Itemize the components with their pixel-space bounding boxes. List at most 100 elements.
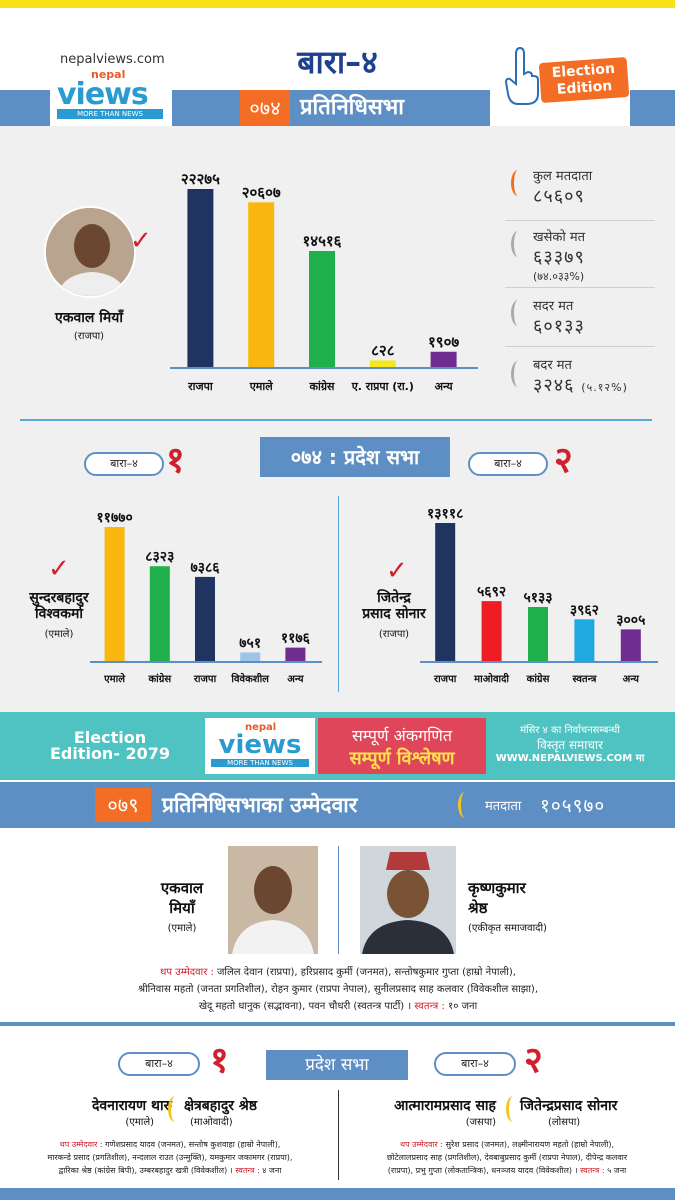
independent-label: स्वतन्त्र : [235, 1166, 260, 1175]
logo-views-text: views [57, 77, 149, 112]
province-seat-number-2: २ [524, 1040, 543, 1081]
candidate-2-photo [360, 846, 456, 954]
logo-background [50, 90, 172, 126]
banner-logo-nepal: nepal [245, 722, 277, 733]
section-title: प्रतिनिधिसभा [300, 95, 404, 120]
banner-mid-line-2: सम्पूर्ण विश्लेषण [349, 748, 455, 769]
winner-name: एकवाल मियाँ [54, 310, 123, 326]
category-label: अन्य [287, 674, 305, 685]
stat-votes-cast: खसेको मत ६३३७९ (७४.०३३%) [505, 221, 655, 287]
pradesh-2-winner-party: (राजपा) [378, 629, 410, 640]
bar-value-label: ७३८६ [190, 560, 220, 576]
grey-bracket-icon [511, 300, 525, 326]
federal-2074-bar-chart: २२२७५ राजपा २०६०७ एमाले १४५१६ कांग्रेस ८२८ ए. र… [170, 170, 478, 393]
bar-value-label: १३११८ [427, 506, 463, 522]
section-divider [20, 419, 652, 421]
other-candidates-text: खेदू महतो धानुक (सद्भावना), पवन चौधरी (स… [198, 1001, 412, 1012]
other-candidates-label: थप उम्मेदवार : [59, 1140, 103, 1149]
bar [369, 360, 396, 367]
name-line-1: कृष्णकुमार [468, 879, 526, 897]
stats-panel: कुल मतदाता ८५६०९ खसेको मत ६३३७९ (७४.०३३%… [505, 162, 655, 405]
divider [505, 346, 655, 347]
constituency-title: बारा–४ [297, 43, 378, 81]
voters-count: १०५९७० [540, 795, 606, 817]
bar [248, 202, 275, 367]
bar-value-label: ११७७० [96, 510, 132, 526]
voting-hand-icon [504, 46, 539, 105]
winner-party: (राजपा) [73, 331, 105, 342]
bar-value-label: ५६९२ [477, 584, 506, 600]
winner-check-icon: ✓ [130, 226, 152, 256]
year-badge: ०७४ [240, 90, 290, 126]
other-candidates-line: मारकन्डे प्रसाद (प्रगतिशील), नन्दलाल राउ… [47, 1153, 293, 1162]
other-candidates-line: थप उम्मेदवार : जलिल देवान (राप्रपा), हरि… [20, 964, 656, 981]
divider [505, 287, 655, 288]
other-candidates-text: द्वारिका श्रेष्ठ (कांग्रेस बिपी), उम्बरब… [58, 1166, 233, 1175]
site-url[interactable]: nepalviews.com [60, 52, 165, 67]
constituency-pill-2: बारा–४ [468, 452, 548, 476]
province-seat-number-1: १ [210, 1040, 229, 1081]
bar-value-label: ५१३३ [523, 590, 552, 606]
banner-logo-tagline: MORE THAN NEWS [211, 759, 309, 767]
banner-right-line-3: WWW.NEPALVIEWS.COM मा [495, 753, 645, 764]
category-label: राजपा [193, 674, 217, 685]
bar [187, 189, 214, 367]
bar-value-label: ८२८ [371, 341, 395, 359]
pradesh-2079-title: प्रदेश सभा [266, 1050, 408, 1080]
category-label: स्वतन्त्र [571, 674, 596, 685]
p1-other-candidates: थप उम्मेदवार : गणेशप्रसाद यादव (जनमत), स… [8, 1138, 332, 1177]
bar [574, 619, 595, 661]
divider [505, 220, 655, 221]
section-divider [0, 1022, 675, 1026]
banner-line-2: Edition- 2079 [49, 744, 171, 763]
bar [309, 251, 335, 367]
stat-value: ६३३७९ [533, 247, 585, 268]
p1-candidate-2-name: क्षेत्रबहादुर श्रेष्ठ [184, 1098, 258, 1114]
pradesh-2074-title: ०७४ : प्रदेश सभा [260, 437, 450, 477]
category-label: राजपा [433, 674, 457, 685]
person-icon [228, 846, 318, 954]
banner-right-line-2: विस्तृत समाचार [537, 738, 603, 752]
candidates-2079-panel [0, 828, 675, 1028]
constituency-pill-2: बारा–४ [434, 1052, 516, 1076]
nepalviews-logo[interactable]: nepal views MORE THAN NEWS [57, 68, 163, 124]
banner-analysis-block: सम्पूर्ण अंकगणित सम्पूर्ण विश्लेषण [318, 718, 486, 774]
bar [285, 647, 306, 661]
bar-value-label: २२२७५ [181, 170, 220, 188]
bar-value-label: ३९६२ [570, 602, 599, 618]
other-candidates-line: थप उम्मेदवार : सुरेश प्रसाद (जनमत), लक्ष… [344, 1138, 670, 1151]
other-candidates-label: थप उम्मेदवार : [399, 1140, 444, 1149]
orange-bracket-icon [511, 170, 525, 196]
stat-value-main: ३२४६ [533, 375, 575, 396]
category-label: कांग्रेस [526, 672, 551, 685]
candidate-1-party: (एमाले) [167, 923, 197, 934]
bar [481, 601, 502, 661]
top-accent-bar [0, 0, 675, 8]
stat-sub: (७४.०३३%) [533, 270, 585, 283]
bar [240, 652, 261, 661]
pradesh-1-bar-chart: ११७७० एमाले ८३२३ कांग्रेस ७३८६ राजपा ७५१ विवेकश… [90, 510, 322, 685]
candidate-1-photo [228, 846, 318, 954]
logo-tagline: MORE THAN NEWS [57, 109, 163, 119]
bar-value-label: २०६०७ [242, 183, 281, 201]
stat-label: कुल मतदाता [533, 169, 593, 184]
bar [149, 566, 170, 661]
name-line-2: श्रेष्ठ [468, 899, 488, 917]
candidate-2-party: (एकीकृत समाजवादी) [468, 923, 547, 934]
pradesh-1-winner-name: सुन्दरबहादुर विश्वकर्मा [14, 590, 104, 622]
independent-label: स्वतन्त्र : [580, 1166, 605, 1175]
banner-news-text: मंसिर ४ का निर्वाचनसम्बन्धी विस्तृत समाच… [490, 724, 650, 766]
p2-candidate-1-name: आत्मारामप्रसाद साह [394, 1098, 496, 1114]
other-candidates-line: छोटेलालप्रसाद साह (प्रगतिशील), देवबाबुप्… [386, 1153, 628, 1162]
category-label: विवेकशील [230, 672, 270, 685]
bar-value-label: १४५१६ [302, 232, 341, 250]
banner-logo: nepal views MORE THAN NEWS [205, 718, 315, 774]
other-candidates-text: (राप्रपा), प्रभु गुप्ता (लोकतान्त्रिक), … [387, 1166, 578, 1175]
bar-value-label: ११७६ [281, 631, 311, 647]
stat-total-voters: कुल मतदाता ८५६०९ [505, 162, 655, 220]
stat-label: सदर मत [533, 299, 574, 314]
category-label: अन्य [623, 674, 641, 685]
candidates-divider [338, 846, 339, 954]
stat-value: ८५६०९ [533, 186, 585, 207]
stat-value: ३२४६ (५.१२%) [533, 373, 628, 397]
